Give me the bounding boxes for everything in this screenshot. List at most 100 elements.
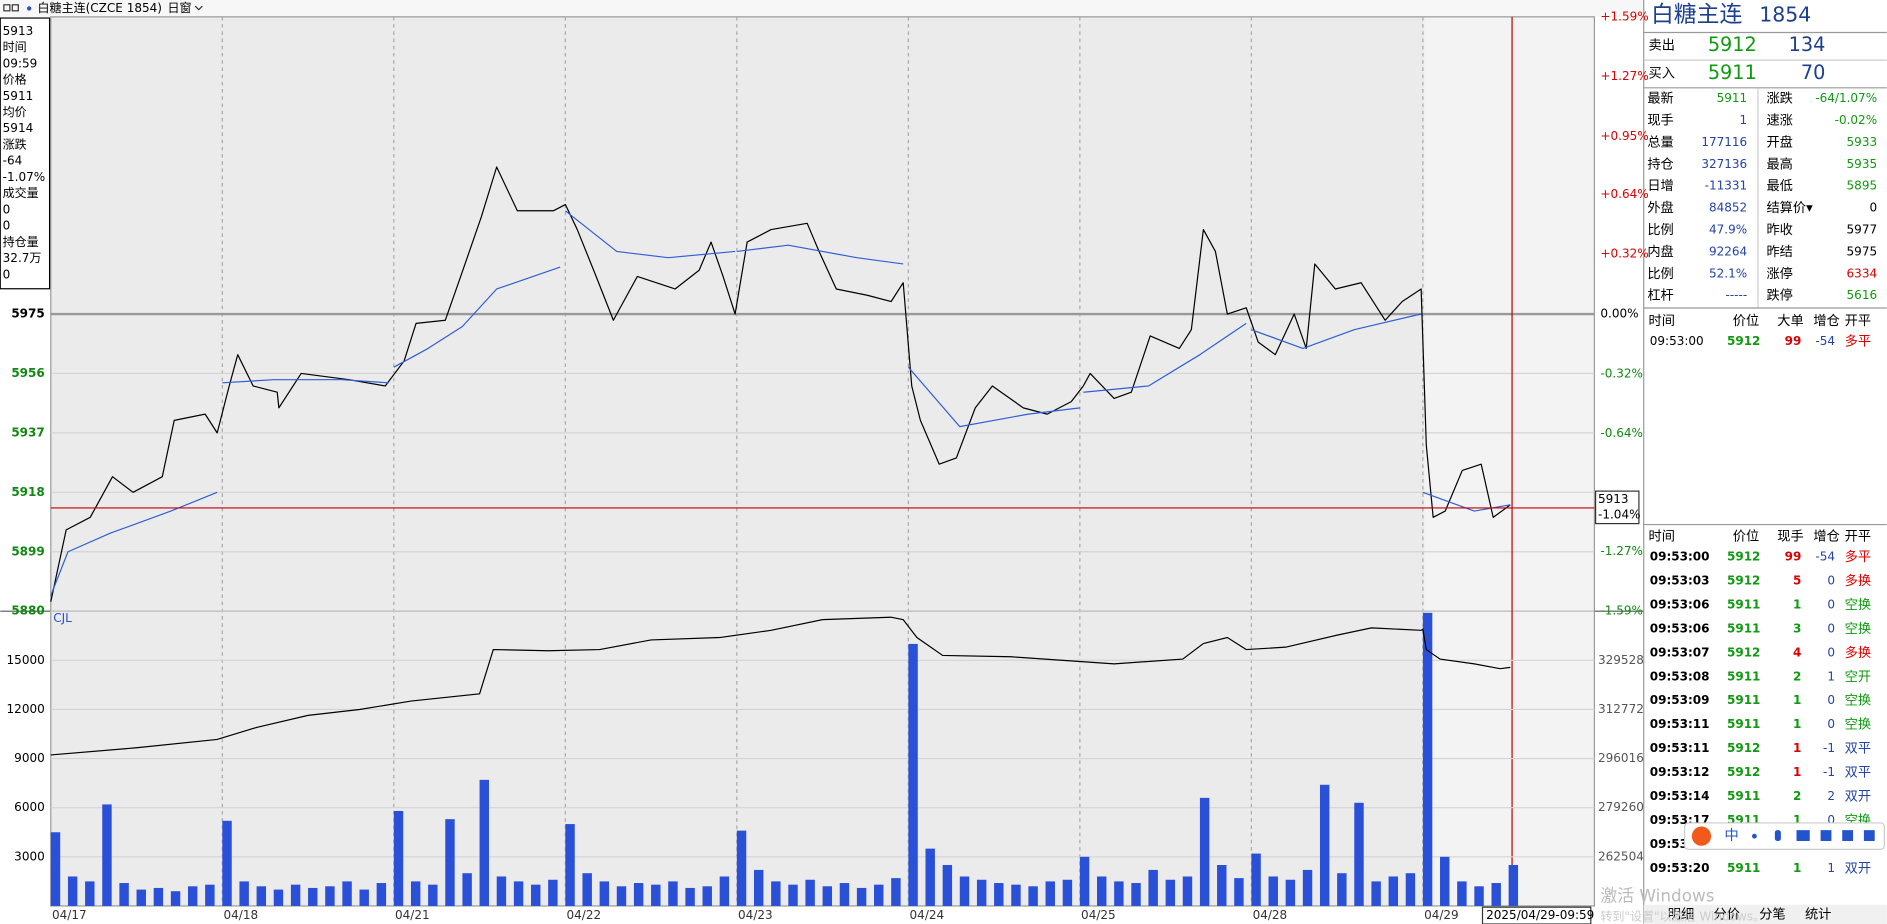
volume-bar <box>1319 784 1330 906</box>
volume-bar <box>1217 865 1227 906</box>
cell-type: 多换 <box>1845 572 1871 589</box>
info-line: 32.7万 <box>3 251 42 265</box>
table-header: 时间 <box>1649 313 1675 329</box>
quote-label: 最低 <box>1766 178 1792 194</box>
tab[interactable]: 分笔 <box>1759 906 1785 922</box>
volume-bar <box>891 878 901 906</box>
x-tick-label: 04/17 <box>52 908 87 922</box>
x-tick-label: 04/25 <box>1081 908 1116 922</box>
quote-value: 52.1% <box>1709 266 1747 280</box>
ime-icon[interactable] <box>1774 830 1781 841</box>
info-line: -64 <box>3 154 23 168</box>
quote-label: 开盘 <box>1766 133 1792 150</box>
volume-bar <box>222 820 232 906</box>
cell-oi: 0 <box>1827 621 1835 635</box>
ime-icon[interactable] <box>1752 833 1757 839</box>
volume-bar <box>1148 869 1158 906</box>
quote-value: 5933 <box>1847 135 1878 149</box>
ime-bar[interactable] <box>1684 822 1885 851</box>
cell-volume: 3 <box>1793 621 1801 635</box>
volume-bar <box>1114 881 1124 906</box>
info-line: 成交量 <box>3 185 39 200</box>
x-tick-label: 04/29 <box>1424 908 1459 922</box>
tab[interactable]: 统计 <box>1805 906 1831 922</box>
x-tick-label: 04/23 <box>738 908 773 922</box>
quote-panel: 白糖主连 1854 卖出 5912 134 买入 5911 70 最新 5911 涨… <box>1643 2 1887 924</box>
y2-tick-label: -0.64% <box>1600 426 1643 440</box>
cell-oi: 0 <box>1827 597 1835 611</box>
volume-bar <box>153 887 164 906</box>
table-header: 增仓 <box>1813 529 1839 545</box>
y2-tick-label: +0.32% <box>1600 247 1648 261</box>
cell-volume: 1 <box>1793 597 1801 611</box>
info-line: 持仓量 <box>3 234 39 249</box>
quote-label: 结算价▾ <box>1766 200 1813 216</box>
volume-bar <box>102 804 112 906</box>
table-header: 时间 <box>1649 529 1675 545</box>
y-tick-label: 5899 <box>11 544 44 558</box>
table-header: 价位 <box>1733 313 1759 329</box>
ime-icon[interactable] <box>1863 830 1875 841</box>
ime-icon[interactable] <box>1842 830 1854 841</box>
volume-bar <box>428 884 438 906</box>
volume-bar <box>874 884 884 906</box>
quote-label: 比例 <box>1647 222 1673 238</box>
info-box <box>0 17 51 290</box>
volume-bar <box>805 879 815 906</box>
tab[interactable]: 明细 <box>1668 906 1694 922</box>
cell-oi: 0 <box>1827 645 1835 659</box>
volume-bar <box>565 824 575 906</box>
toolbar <box>0 0 1644 17</box>
cell-price: 5911 <box>1727 789 1760 803</box>
y2-tick-label: 0.00% <box>1600 307 1638 321</box>
cell-time: 09:53:00 <box>1650 334 1704 348</box>
symbol-label[interactable]: 白糖主连(CZCE 1854) <box>38 0 162 15</box>
window-selector[interactable]: 日窗 <box>167 1 191 15</box>
volume-bar <box>1371 881 1381 906</box>
toolbar-icon[interactable] <box>3 4 11 12</box>
y2-tick-label: -1.27% <box>1600 544 1643 558</box>
volume-bar <box>1457 881 1467 906</box>
cell-volume: 4 <box>1793 645 1801 659</box>
ime-logo[interactable] <box>1691 826 1712 846</box>
quote-value: 5911 <box>1717 91 1748 105</box>
cell-oi: 1 <box>1827 861 1835 875</box>
volume-bar <box>50 832 61 906</box>
cell-type: 空换 <box>1845 717 1871 733</box>
y-tick-label: 15000 <box>7 653 45 667</box>
ime-icon[interactable] <box>1796 830 1810 841</box>
tab[interactable]: 分价 <box>1714 906 1740 922</box>
time-box <box>1481 906 1592 924</box>
volume-bar <box>1285 879 1296 906</box>
x-tick-label: 04/22 <box>567 908 602 922</box>
toolbar-icon[interactable] <box>11 4 19 12</box>
volume-bar <box>856 887 867 906</box>
y-tick-label: 12000 <box>7 702 45 716</box>
cell-volume: 1 <box>1793 693 1801 707</box>
quote-label: 最高 <box>1766 155 1792 172</box>
ime-icon[interactable] <box>1820 830 1832 841</box>
volume-bar <box>239 881 249 906</box>
y-tick-label: 3000 <box>14 849 45 863</box>
price-line <box>50 166 1511 602</box>
ime-mode[interactable]: 中 <box>1724 827 1738 844</box>
info-line: 时间 <box>3 40 27 54</box>
cell-time: 09:53:09 <box>1650 693 1710 707</box>
volume-bar <box>616 886 627 906</box>
dropdown-arrow[interactable] <box>194 5 203 11</box>
cell-volume: 99 <box>1785 334 1802 348</box>
volume-bar <box>376 883 387 906</box>
cell-time: 09:53:14 <box>1650 789 1710 803</box>
volume-bar <box>736 830 747 906</box>
average-line <box>50 210 1511 596</box>
info-line: 0 <box>3 219 11 233</box>
volume-bar <box>1234 878 1244 906</box>
quote-value: 327136 <box>1701 157 1747 171</box>
volume-bar <box>1422 612 1433 906</box>
quote-label: 持仓 <box>1647 156 1673 172</box>
volume-bar <box>410 881 421 906</box>
y-tick-label: 5956 <box>11 366 44 380</box>
cell-price: 5911 <box>1727 693 1760 707</box>
quote-label: 总量 <box>1647 134 1673 150</box>
